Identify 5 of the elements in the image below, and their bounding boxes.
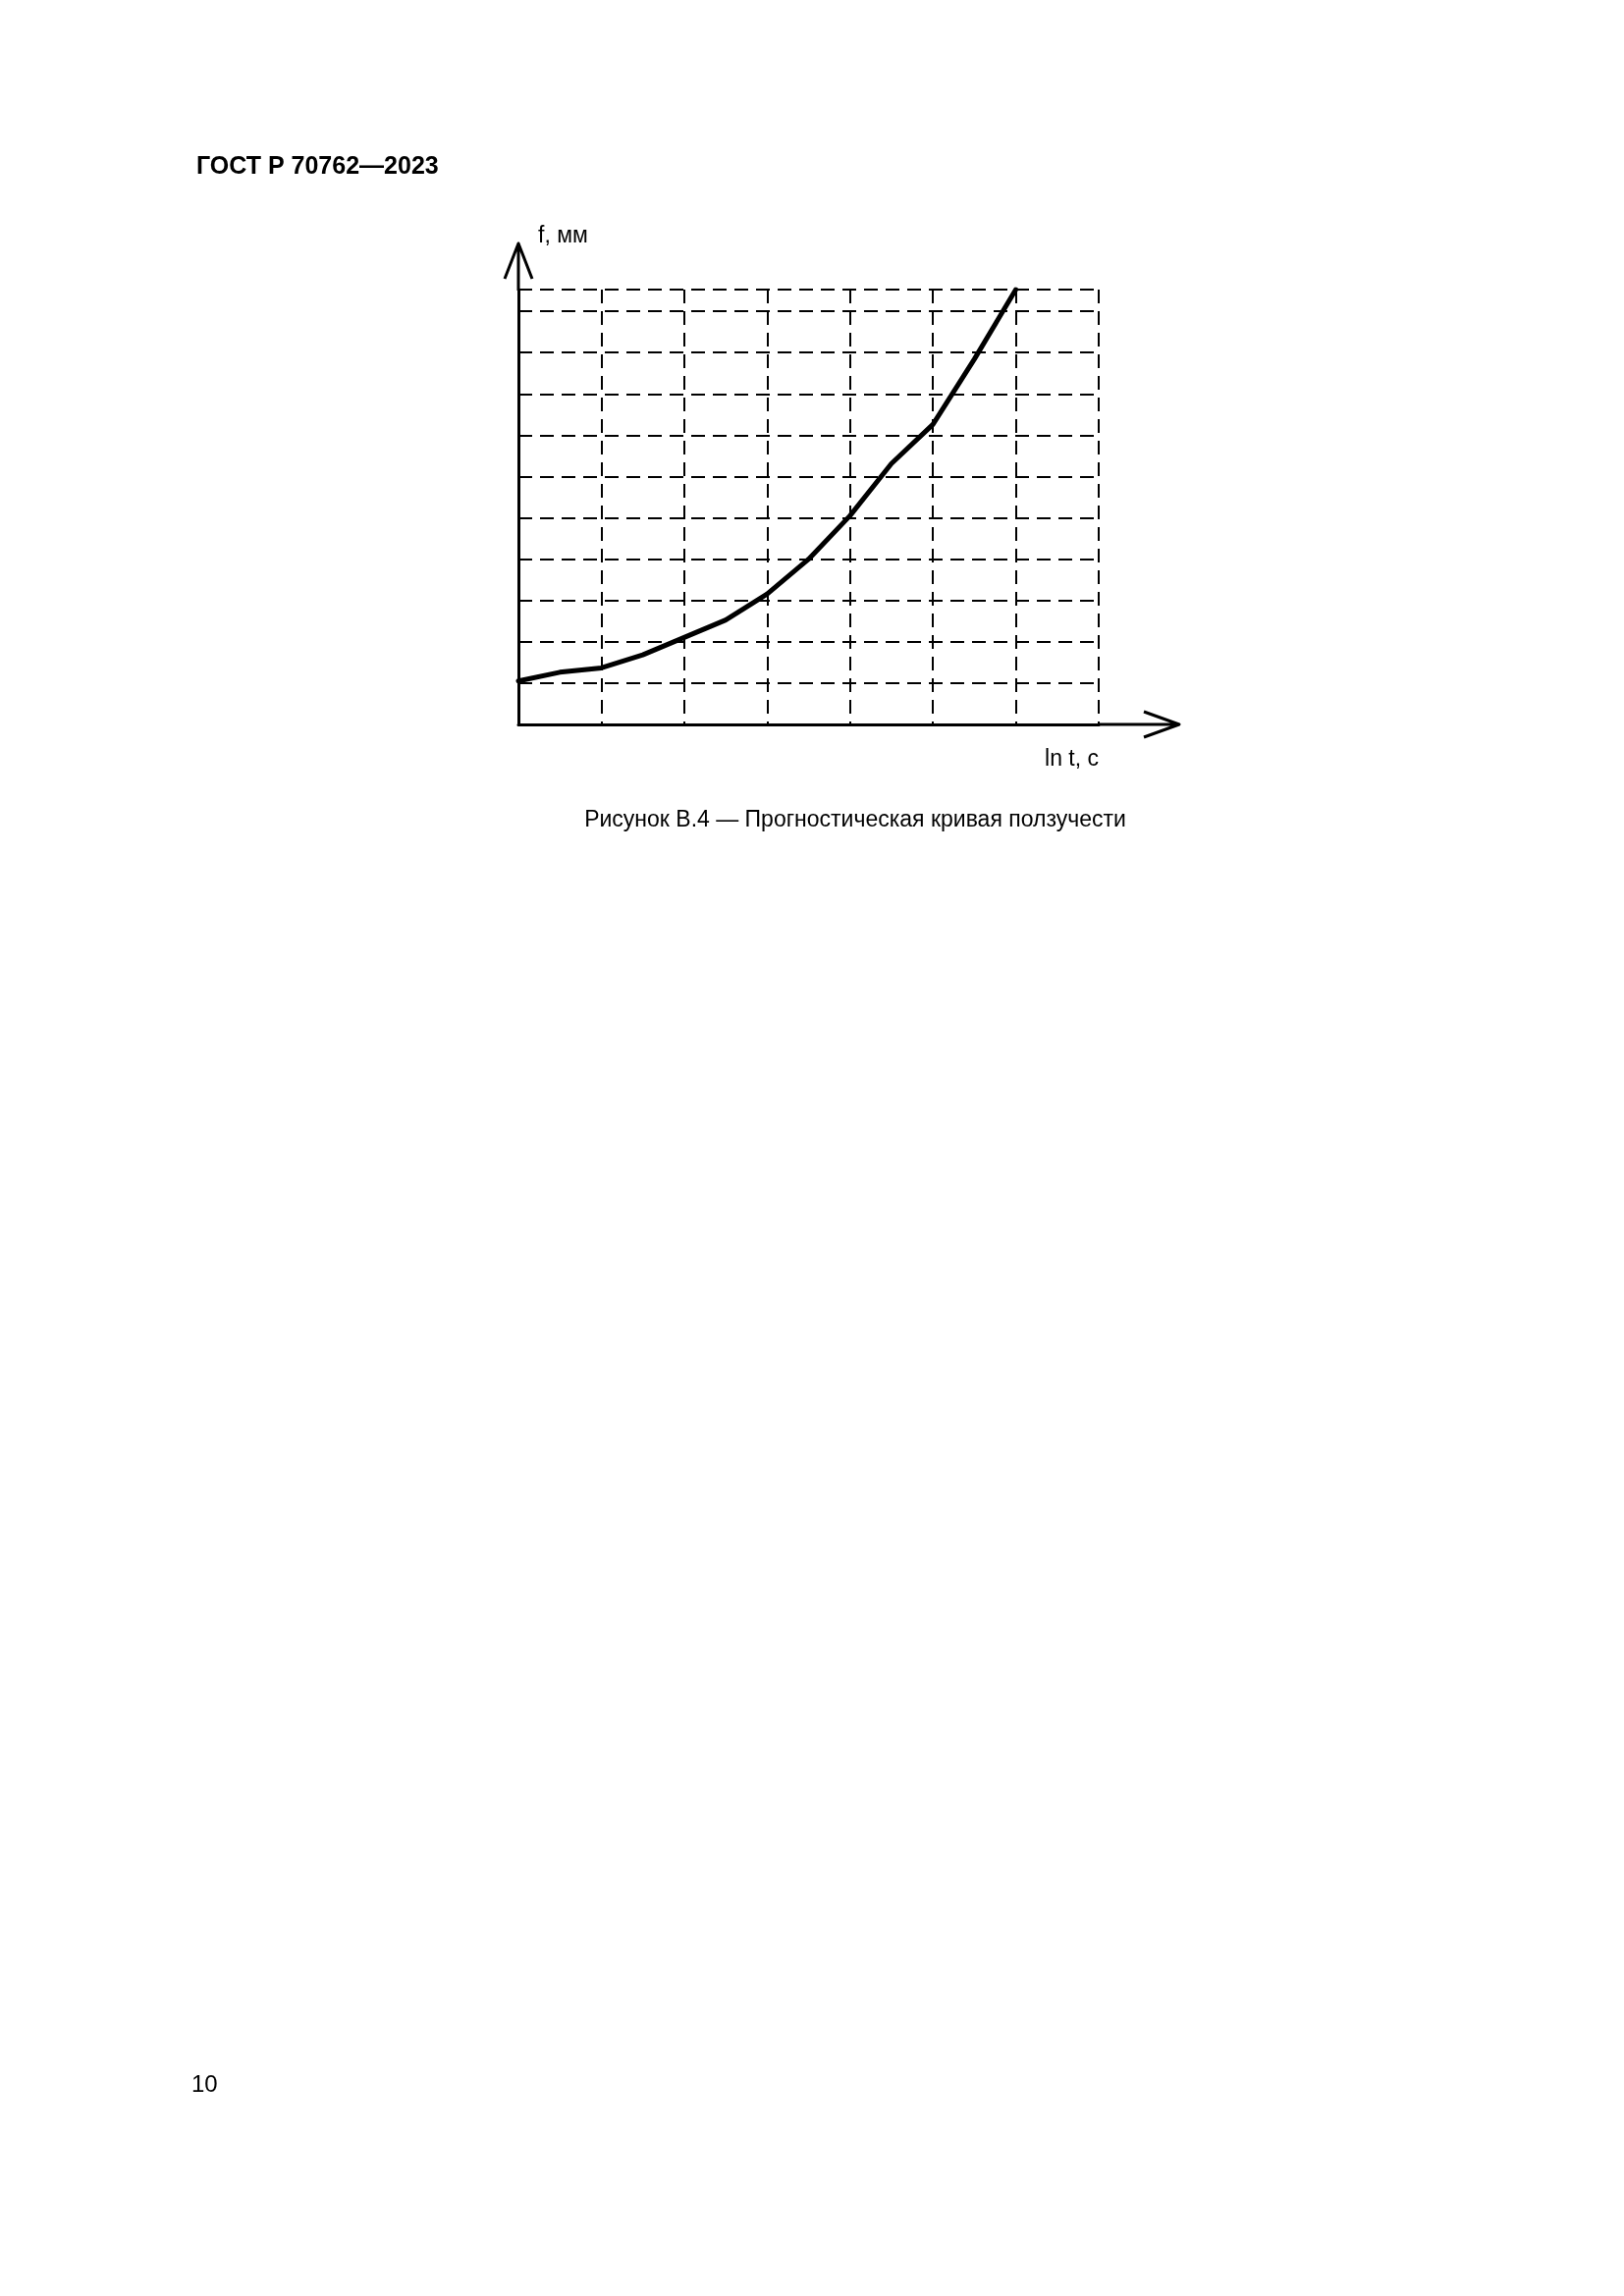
text: Рисунок В.4 — Прогностическая кривая ползучести: [584, 805, 1126, 831]
text: 10: [191, 2069, 218, 2097]
chart-title: ГОСТ Р 70762—2023: [196, 150, 439, 179]
x-axis-title: ln t, c: [1045, 744, 1099, 771]
y-axis-title: f, мм: [538, 221, 588, 247]
